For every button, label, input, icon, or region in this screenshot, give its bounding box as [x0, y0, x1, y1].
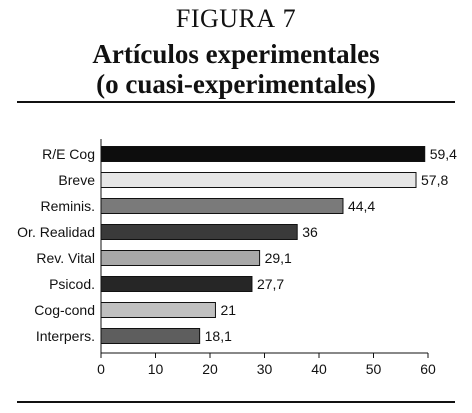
value-label: 21	[220, 302, 236, 318]
category-label: Reminis.	[41, 198, 95, 214]
category-label: Or. Realidad	[17, 224, 95, 240]
category-label: Interpers.	[36, 328, 95, 344]
value-label: 57,8	[421, 172, 448, 188]
bar	[100, 146, 426, 162]
category-label: R/E Cog	[42, 146, 95, 162]
x-tick-label: 50	[366, 361, 382, 377]
x-tick-label: 30	[257, 361, 273, 377]
x-tick-label: 20	[202, 361, 218, 377]
value-label: 44,4	[348, 198, 375, 214]
value-label: 29,1	[265, 250, 292, 266]
value-label: 59,4	[430, 146, 457, 162]
chart-title-line-1: Artículos experimentales	[92, 39, 380, 69]
value-label: 27,7	[257, 276, 284, 292]
x-tick-label: 60	[420, 361, 436, 377]
x-tick-label: 10	[148, 361, 164, 377]
figure-label: FIGURA 7	[0, 4, 472, 34]
bar	[100, 250, 261, 266]
value-label: 18,1	[205, 328, 232, 344]
category-label: Rev. Vital	[36, 250, 95, 266]
bar	[100, 276, 253, 292]
bottom-rule	[17, 401, 455, 403]
figure-number: 7	[282, 4, 297, 33]
bar	[100, 302, 216, 318]
bar	[100, 172, 417, 188]
x-tick-label: 0	[97, 361, 105, 377]
x-tick-label: 40	[311, 361, 327, 377]
value-label: 36	[302, 224, 318, 240]
top-rule	[17, 101, 455, 103]
figure-label-initial: F	[175, 4, 191, 33]
bar	[100, 198, 344, 214]
bar	[100, 224, 298, 240]
category-label: Cog-cond	[34, 302, 95, 318]
figure-label-rest: IGURA	[190, 4, 276, 33]
category-label: Psicod.	[49, 276, 95, 292]
category-label: Breve	[58, 172, 95, 188]
bar	[100, 328, 201, 344]
chart-title-line-2: (o cuasi-experimentales)	[96, 69, 376, 99]
